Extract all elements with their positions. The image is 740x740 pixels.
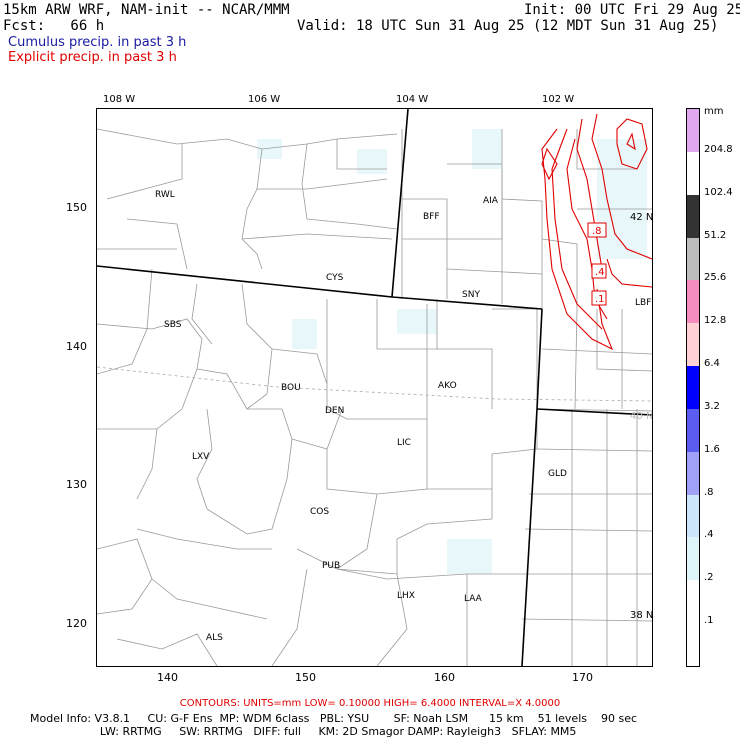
station-bou: BOU — [281, 383, 301, 393]
contour-info: CONTOURS: UNITS=mm LOW= 0.10000 HIGH= 6.… — [179, 698, 561, 709]
colorbar-segment — [687, 366, 699, 409]
state-boundaries — [97, 109, 652, 666]
valid-time: Valid: 18 UTC Sun 31 Aug 25 (12 MDT Sun … — [297, 18, 719, 34]
precip-contours — [541, 113, 652, 351]
station-cos: COS — [310, 507, 329, 517]
light-precip-areas — [257, 129, 647, 574]
station-lxv: LXV — [192, 452, 210, 462]
colorbar-label: .1 — [704, 615, 714, 627]
lat-label-38n: 38 N — [630, 610, 652, 621]
station-pub: PUB — [322, 561, 340, 571]
y-label-120: 120 — [66, 617, 87, 630]
colorbar-segment — [687, 408, 699, 452]
station-lhx: LHX — [397, 591, 415, 601]
x-label-150: 150 — [295, 671, 316, 684]
y-label-130: 130 — [66, 478, 87, 491]
station-labels: RWL BFF AIA CYS SNY SBS BOU AKO DEN LXV … — [155, 190, 651, 643]
station-gld: GLD — [548, 469, 567, 479]
station-ako: AKO — [438, 381, 457, 391]
x-label-160: 160 — [434, 671, 455, 684]
colorbar-label: 1.6 — [704, 443, 720, 455]
colorbar-label: 25.6 — [704, 272, 727, 284]
lat-line-40n — [97, 366, 652, 402]
lon-label-102w: 102 W — [542, 94, 575, 105]
contour-label-01: .1 — [595, 294, 605, 305]
colorbar-segment — [687, 109, 699, 152]
explicit-precip-legend: Explicit precip. in past 3 h — [8, 50, 177, 65]
station-bff: BFF — [423, 212, 440, 222]
model-info-line2: LW: RRTMG SW: RRTMG DIFF: full KM: 2D Sm… — [30, 725, 577, 738]
model-title: 15km ARW WRF, NAM-init -- NCAR/MMM — [3, 2, 290, 18]
lat-label-40n: 40 N — [630, 411, 652, 422]
colorbar-segment — [687, 537, 699, 581]
forecast-hour: Fcst: 66 h — [3, 18, 105, 34]
colorbar-unit: mm — [704, 106, 724, 117]
colorbar-label: 102.4 — [704, 186, 733, 198]
model-info-line1: Model Info: V3.8.1 CU: G-F Ens MP: WDM 6… — [30, 712, 638, 725]
station-sny: SNY — [462, 290, 480, 300]
colorbar-label: 6.4 — [704, 358, 720, 370]
lon-label-108w: 108 W — [103, 94, 136, 105]
colorbar-segment — [687, 237, 699, 281]
contour-label-box-08 — [587, 222, 607, 238]
colorbar-segment — [687, 151, 699, 195]
colorbar-label: 3.2 — [704, 400, 720, 412]
station-rwl: RWL — [155, 190, 175, 200]
colorbar-label: .4 — [704, 529, 714, 541]
station-den: DEN — [325, 406, 344, 416]
contour-label-08: .8 — [592, 226, 602, 237]
colorbar-label: .2 — [704, 572, 714, 584]
map-canvas: .8 .4 .1 RWL BFF AIA CYS SNY SBS BOU AKO… — [97, 109, 652, 666]
y-label-150: 150 — [66, 201, 87, 214]
colorbar-label: 51.2 — [704, 229, 727, 241]
lon-label-106w: 106 W — [248, 94, 281, 105]
station-lbf: LBF — [635, 298, 651, 308]
colorbar-label: 12.8 — [704, 315, 727, 327]
station-cys: CYS — [326, 273, 344, 283]
colorbar-segment — [687, 323, 699, 367]
contour-label-box-04 — [591, 263, 607, 279]
colorbar-segment — [687, 451, 699, 495]
lat-label-42n: 42 N — [630, 212, 652, 223]
colorbar-segment — [687, 280, 699, 324]
station-als: ALS — [206, 633, 223, 643]
colorbar-label: 204.8 — [704, 143, 733, 155]
contour-label-boxes: .8 .4 .1 — [587, 222, 607, 306]
colorbar-segment — [687, 580, 699, 624]
map-panel: .8 .4 .1 RWL BFF AIA CYS SNY SBS BOU AKO… — [96, 108, 653, 667]
county-lines — [97, 128, 652, 666]
station-laa: LAA — [464, 594, 483, 604]
colorbar-label: .8 — [704, 486, 714, 498]
x-label-140: 140 — [157, 671, 178, 684]
colorbar-segment — [687, 623, 699, 666]
contour-label-box-01 — [591, 290, 607, 306]
station-aia: AIA — [483, 196, 499, 206]
contour-label-04: .4 — [595, 267, 605, 278]
lon-label-104w: 104 W — [396, 94, 429, 105]
colorbar-segment — [687, 194, 699, 238]
colorbar-segment — [687, 494, 699, 538]
y-label-140: 140 — [66, 340, 87, 353]
init-time: Init: 00 UTC Fri 29 Aug 25 — [524, 2, 740, 18]
station-sbs: SBS — [164, 320, 182, 330]
x-label-170: 170 — [572, 671, 593, 684]
precip-colorbar — [686, 108, 700, 667]
station-lic: LIC — [397, 438, 411, 448]
cumulus-precip-legend: Cumulus precip. in past 3 h — [8, 35, 187, 50]
